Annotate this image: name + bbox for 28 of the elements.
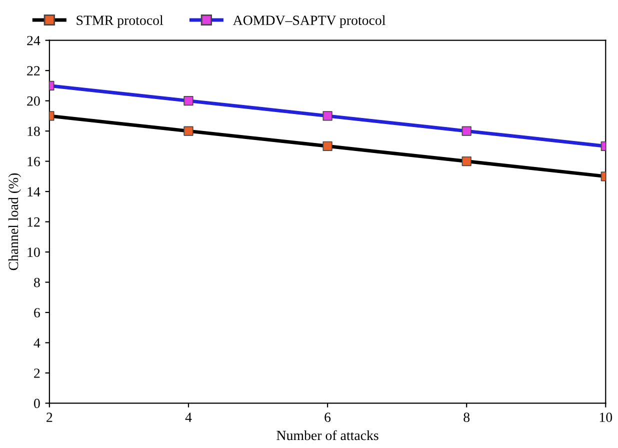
x-tick-label: 2 [46,412,52,422]
point [184,96,194,106]
y-tick-label: 18 [28,126,40,136]
point [462,126,472,136]
x-axis-title: Number of attacks [276,430,378,440]
y-tick-label: 22 [27,66,40,76]
y-tick-label: 0 [34,398,40,408]
x-tick-label: 4 [185,412,192,422]
y-tick-label: 24 [27,36,40,46]
y-tick-label: 10 [28,248,40,257]
legend-label: AOMDV–SAPTV protocol [232,15,386,28]
y-tick-label: 4 [34,338,40,348]
point [184,126,194,136]
y-tick-label: 16 [28,156,40,166]
y-tick-label: 2 [34,368,40,378]
x-tick-label: 10 [600,412,612,422]
point [462,156,472,166]
y-tick-label: 20 [27,96,40,106]
x-tick-label: 8 [464,412,470,422]
point [322,111,332,121]
legend-label: STMR protocol [76,15,164,28]
y-tick-label: 8 [34,278,40,288]
y-axis-title: Channel load (%) [8,173,21,270]
y-tick-label: 12 [28,217,40,227]
y-tick-label: 6 [34,308,40,318]
point [322,141,332,151]
y-tick-label: 14 [28,187,40,196]
x-tick-label: 6 [324,412,331,422]
